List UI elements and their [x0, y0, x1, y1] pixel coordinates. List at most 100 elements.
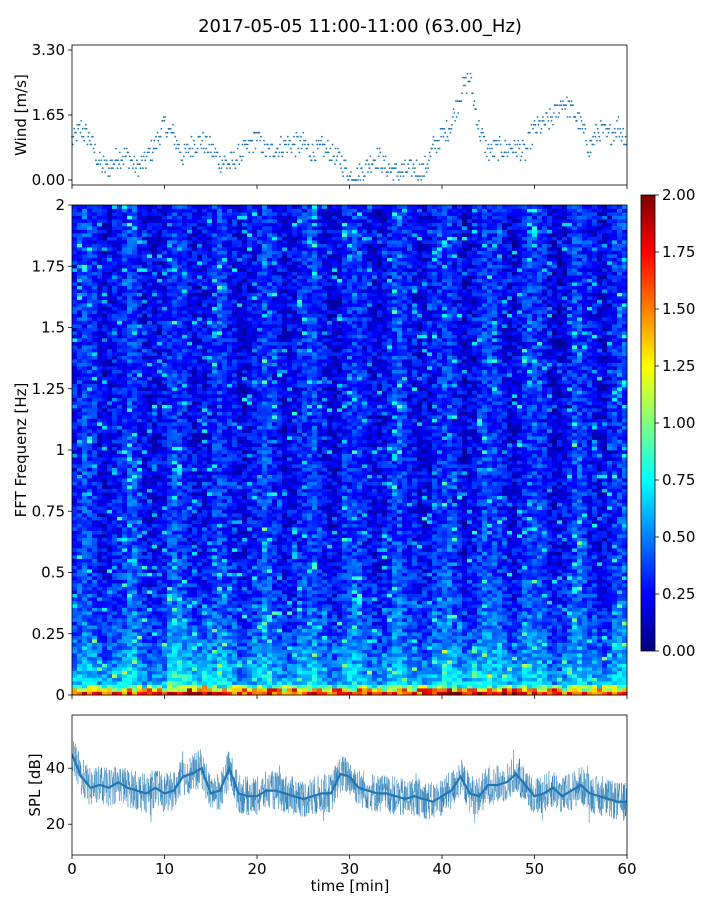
spectrogram-cell	[97, 607, 103, 612]
spectrogram-cell	[142, 530, 148, 535]
spectrogram-cell	[212, 614, 218, 619]
spectrogram-cell	[202, 481, 208, 486]
spectrogram-cell	[212, 429, 218, 433]
spectrogram-cell	[127, 401, 133, 405]
wind-point	[171, 131, 174, 134]
spectrogram-cell	[182, 639, 188, 643]
spectrogram-cell	[122, 271, 128, 276]
spectrogram-cell	[127, 485, 133, 489]
spectrogram-cell	[217, 212, 223, 216]
spectrogram-cell	[202, 373, 208, 377]
spectrogram-cell	[107, 397, 113, 402]
spectrogram-cell	[72, 576, 78, 580]
spectrogram-cell	[212, 425, 218, 430]
spectrogram-cell	[132, 275, 138, 279]
spectrogram-cell	[152, 537, 158, 542]
spectrogram-cell	[77, 474, 83, 479]
spectrogram-cell	[117, 663, 123, 668]
spectrogram-cell	[107, 212, 113, 216]
spectrogram-cell	[182, 366, 188, 370]
spectrogram-cell	[147, 362, 153, 367]
spectrogram-cell	[132, 513, 138, 517]
wind-point	[115, 159, 118, 162]
spectrogram-cell	[207, 464, 213, 468]
wind-point	[166, 131, 169, 134]
spectrogram-cell	[137, 509, 143, 514]
spectrogram-cell	[132, 649, 138, 654]
wind-point	[367, 163, 370, 166]
spectrogram-cell	[117, 313, 123, 318]
spectrogram-cell	[172, 611, 178, 615]
spectrogram-cell	[192, 527, 198, 531]
spectrogram-cell	[127, 558, 133, 563]
spectrogram-cell	[87, 306, 93, 311]
spectrogram-cell	[97, 222, 103, 227]
spectrogram-cell	[122, 296, 128, 300]
spectrogram-cell	[157, 334, 163, 339]
wind-point	[414, 167, 416, 170]
spectrogram-cell	[107, 257, 113, 262]
spectrogram-cell	[197, 642, 203, 647]
spectrogram-cell	[122, 380, 128, 384]
spectrogram-cell	[212, 418, 218, 423]
spectrogram-cell	[157, 450, 163, 454]
spectrogram-cell	[222, 523, 228, 528]
spectrogram-cell	[122, 555, 128, 559]
spectrogram-cell	[217, 292, 223, 297]
spectrogram-cell	[142, 369, 148, 374]
spectrogram-cell	[222, 646, 228, 650]
spectrogram-cell	[192, 250, 198, 255]
spectrogram-cell	[142, 443, 148, 447]
spectrogram-cell	[72, 394, 78, 398]
spectrogram-cell	[212, 649, 218, 654]
spectrogram-cell	[152, 632, 158, 636]
spectrogram-cell	[102, 684, 108, 689]
spectrogram-cell	[112, 562, 118, 566]
spectrogram-cell	[97, 667, 103, 671]
spectrogram-cell	[157, 653, 163, 657]
wind-point	[536, 116, 539, 118]
spectrogram-cell	[102, 611, 108, 615]
spectrogram-cell	[127, 670, 133, 675]
spectrogram-cell	[182, 572, 188, 577]
spectrogram-cell	[147, 583, 153, 587]
spectrogram-cell	[107, 499, 113, 503]
spectrogram-cell	[137, 593, 143, 598]
spectrogram-cell	[147, 429, 153, 433]
spectrogram-cell	[167, 572, 173, 577]
spectrogram-cell	[157, 439, 163, 444]
spectrogram-cell	[217, 278, 223, 283]
spectrogram-cell	[192, 562, 198, 566]
spectrogram-cell	[142, 600, 148, 605]
spectrogram-cell	[147, 425, 153, 430]
spectrogram-cell	[197, 345, 203, 349]
spectrogram-cell	[202, 341, 208, 346]
spectrogram-cell	[72, 618, 78, 622]
spectrogram-cell	[207, 404, 213, 409]
spectrogram-cell	[172, 275, 178, 279]
spectrogram-cell	[182, 481, 188, 486]
spectrogram-cell	[137, 460, 143, 465]
spectrogram-cell	[72, 369, 78, 374]
spectrogram-cell	[162, 261, 168, 265]
spectrogram-cell	[192, 611, 198, 615]
spectrogram-cell	[92, 614, 98, 619]
spectrogram-cell	[82, 369, 88, 374]
spectrogram-cell	[107, 404, 113, 409]
spectrogram-cell	[72, 670, 78, 675]
spectrogram-cell	[192, 600, 198, 605]
spectrogram-cell	[187, 625, 193, 629]
spectrogram-cell	[162, 457, 168, 461]
spectrogram-cell	[142, 565, 148, 570]
spectrogram-cell	[122, 334, 128, 339]
wind-point	[436, 139, 439, 142]
wind-point	[256, 139, 258, 142]
spectrogram-cell	[202, 215, 208, 220]
spectrogram-cell	[177, 271, 183, 276]
spectrogram-cell	[187, 373, 193, 377]
spectrogram-cell	[207, 677, 213, 682]
wind-point	[476, 123, 479, 126]
spectrogram-cell	[77, 523, 83, 528]
spectrogram-cell	[157, 401, 163, 405]
spectrogram-cell	[87, 667, 93, 671]
